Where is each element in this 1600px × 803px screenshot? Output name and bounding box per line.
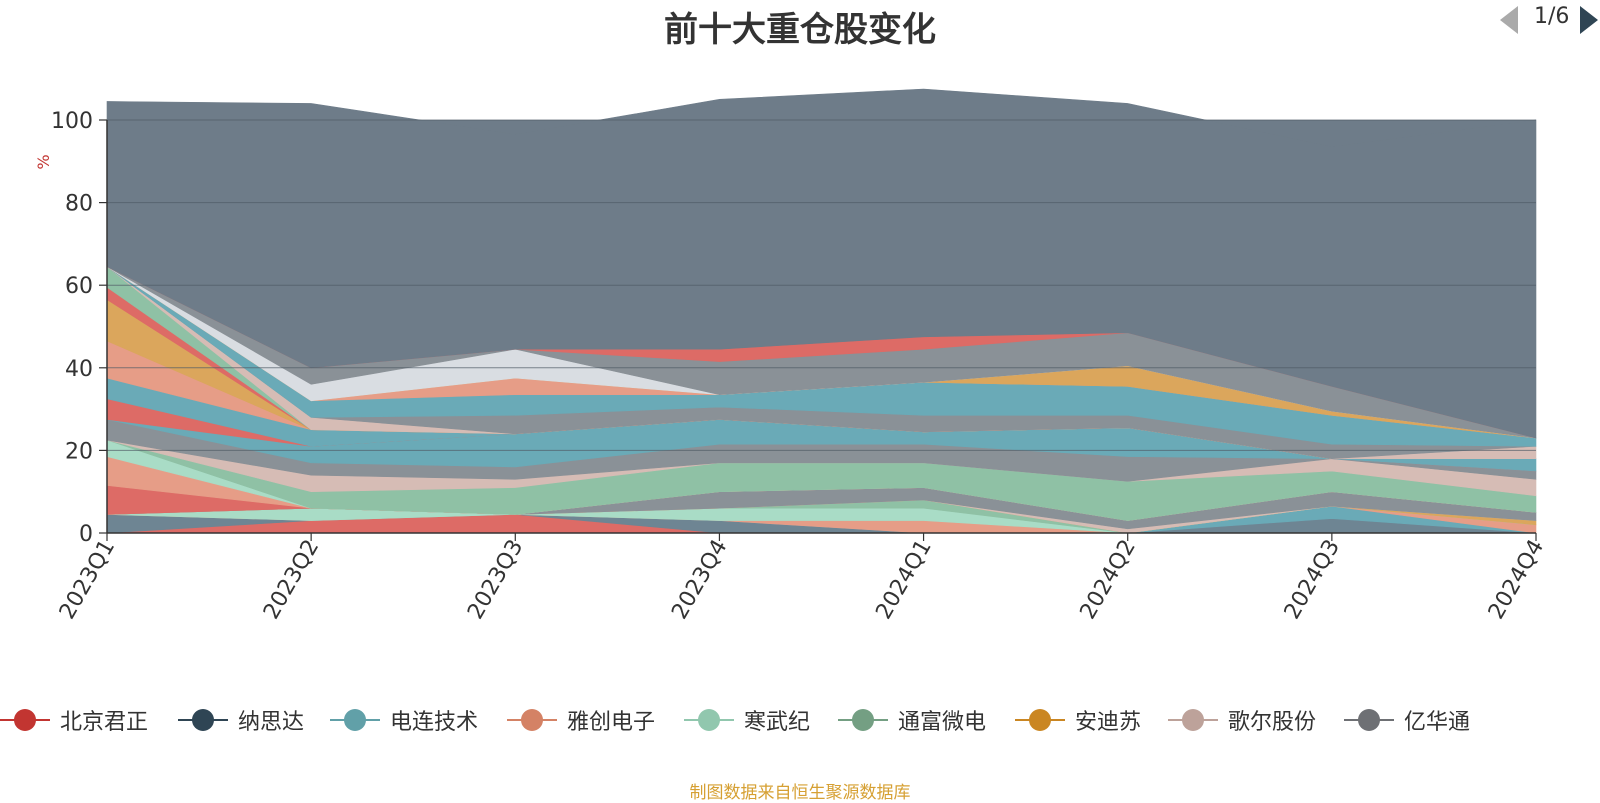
- x-tick-label-2024Q3: 2024Q3: [1280, 536, 1345, 624]
- legend-swatch-icon: [1015, 700, 1065, 740]
- x-tick-label-2023Q4: 2023Q4: [667, 536, 732, 624]
- legend-label: 亿华通: [1404, 710, 1471, 735]
- legend-item-9[interactable]: 亿华通: [1344, 700, 1470, 740]
- legend-item-8[interactable]: 歌尔股份: [1168, 700, 1316, 740]
- y-tick-label-100: 100: [51, 109, 93, 134]
- legend-item-3[interactable]: 电连技术: [330, 700, 478, 740]
- y-tick-label-60: 60: [65, 274, 93, 299]
- chart-title: 前十大重仓股变化: [664, 10, 936, 50]
- x-tick-label-2024Q4: 2024Q4: [1484, 536, 1549, 624]
- legend-label: 安迪苏: [1075, 710, 1142, 735]
- legend: 北京君正 纳思达 电连技术 雅创电子 寒武纪 通富微电 安迪苏 歌尔股份 亿华通: [0, 700, 1600, 740]
- legend-item-7[interactable]: 安迪苏: [1015, 700, 1141, 740]
- legend-swatch-icon: [684, 700, 734, 740]
- y-tick-label-80: 80: [65, 192, 93, 217]
- x-tick-label-2024Q1: 2024Q1: [871, 536, 936, 624]
- x-tick-label-2024Q2: 2024Q2: [1076, 536, 1141, 624]
- legend-label: 电连技术: [390, 710, 479, 735]
- source-note: 制图数据来自恒生聚源数据库: [689, 783, 911, 803]
- legend-next-page-icon[interactable]: [1580, 6, 1598, 34]
- x-tick-label-2023Q3: 2023Q3: [463, 536, 528, 624]
- legend-swatch-icon: [1344, 700, 1394, 740]
- legend-label: 雅创电子: [567, 710, 656, 735]
- legend-label: 通富微电: [898, 710, 987, 735]
- legend-swatch-icon: [507, 700, 557, 740]
- legend-page-indicator: 1/6: [1534, 4, 1570, 29]
- legend-item-6[interactable]: 通富微电: [838, 700, 986, 740]
- legend-label: 寒武纪: [744, 710, 811, 735]
- y-tick-label-20: 20: [65, 439, 93, 464]
- legend-swatch-icon: [330, 700, 380, 740]
- legend-swatch-icon: [0, 700, 50, 740]
- x-tick-label-2023Q2: 2023Q2: [259, 536, 324, 624]
- legend-swatch-icon: [838, 700, 888, 740]
- legend-item-5[interactable]: 寒武纪: [684, 700, 810, 740]
- legend-item-1[interactable]: 北京君正: [0, 700, 148, 740]
- y-tick-label-40: 40: [65, 357, 93, 382]
- legend-label: 北京君正: [60, 710, 149, 735]
- legend-pager: 1/6: [1500, 0, 1600, 40]
- legend-item-2[interactable]: 纳思达: [178, 700, 304, 740]
- grid-lines: [107, 119, 1536, 451]
- legend-label: 歌尔股份: [1228, 710, 1317, 735]
- stacked-area-chart: 0 20 40 60 80 100 2023Q1 2023Q2 2023Q3 2023Q4 2024…: [34, 88, 1549, 624]
- legend-item-4[interactable]: 雅创电子: [507, 700, 655, 740]
- y-tick-label-0: 0: [79, 522, 93, 547]
- y-axis-unit: %: [34, 154, 53, 169]
- series-areas: [106, 88, 1537, 534]
- legend-swatch-icon: [1168, 700, 1218, 740]
- legend-label: 纳思达: [238, 710, 305, 735]
- x-tick-label-2023Q1: 2023Q1: [55, 536, 120, 624]
- legend-swatch-icon: [178, 700, 228, 740]
- legend-prev-page-icon[interactable]: [1500, 6, 1518, 34]
